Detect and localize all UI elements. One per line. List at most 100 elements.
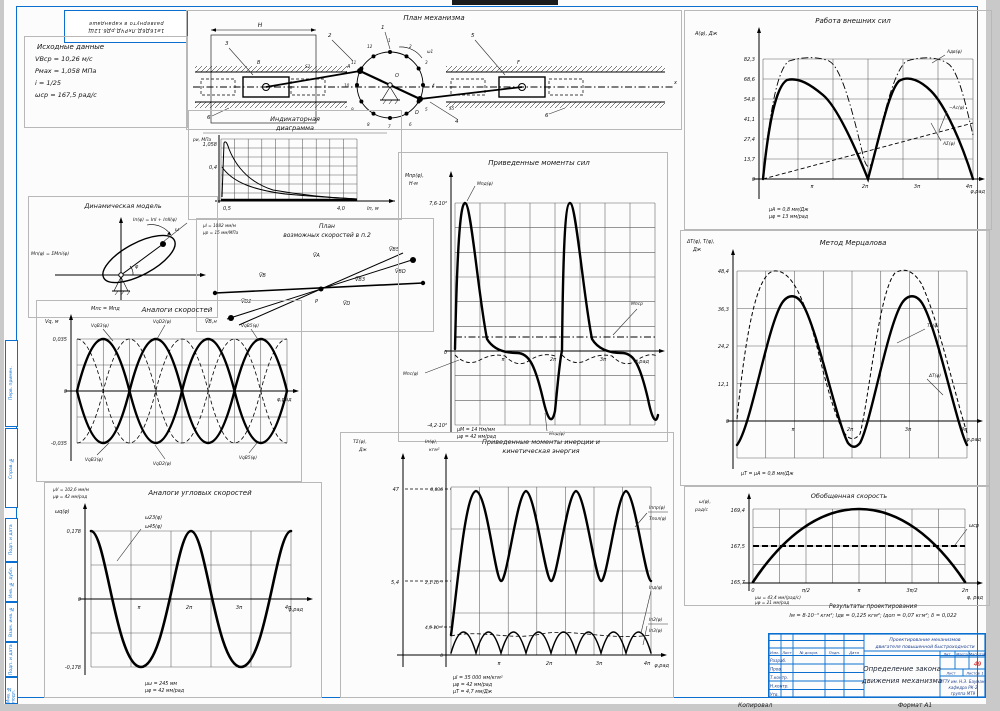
- header-cell: Лист: [781, 650, 792, 655]
- y-tick: 0: [752, 177, 755, 183]
- x-tick: 4π: [961, 427, 968, 433]
- curve-label: Mпср: [631, 301, 643, 307]
- velocity-analogs-chart: Аналоги скоростей Vq, м 0,035 0 -0,035 φ…: [45, 306, 299, 467]
- curve-Id: [450, 631, 652, 638]
- left-stamp-podp-data-2: Подп. и дата: [5, 642, 18, 677]
- pole-label: P: [315, 299, 318, 305]
- curve-label: VqB3(φ): [85, 457, 103, 463]
- chart-title: Обобщенная скорость: [811, 492, 888, 500]
- curve-VqB5: [75, 338, 289, 444]
- external-work-panel: Работа внешних сил A(φ), Дж 82,3 68,6 54…: [684, 10, 992, 230]
- mechanism-plan-drawing: План механизма x H: [193, 14, 677, 129]
- curve-label: −Aс(φ): [949, 105, 965, 111]
- scale-note: μφ = 42 мм/рад: [452, 682, 493, 688]
- row-label: Т.контр.: [770, 675, 788, 680]
- row-label: Н.контр.: [770, 684, 789, 689]
- y-tick: -4,2·10²: [427, 423, 447, 429]
- curve-label: Iппр(φ): [649, 505, 665, 511]
- rotor-ellipse: [102, 234, 176, 284]
- crank-position-numbers: 1 2 3 4 5 6 7 8 9 10 11 12: [344, 38, 435, 129]
- y-axis-label-inner: Iп(φ),: [425, 439, 437, 445]
- row-label: Разраб.: [770, 658, 786, 663]
- x-tick: 2π: [550, 357, 557, 363]
- y-tick-left: 5,4: [391, 580, 399, 586]
- indicator-title-line1: Индикаторная: [270, 115, 320, 123]
- link-3-label: 3: [225, 41, 229, 47]
- velocity-plan-title-line1: План: [319, 223, 335, 230]
- scale-note: μφ = 42 мм/рад: [52, 494, 87, 499]
- curve-label: VqB5(φ): [241, 323, 259, 329]
- scale-note: μV = 102,6 мм/м: [52, 487, 89, 492]
- mertsalov-method-panel: Метод Мерцалова ΔT(φ), T(φ), Дж 48,4 36,…: [680, 230, 990, 486]
- grid: [762, 58, 974, 179]
- initial-data-panel: Исходные данные VBср = 10,26 м/с Pмах = …: [24, 36, 188, 128]
- x-tick: π: [857, 588, 861, 594]
- position-number: 10: [344, 83, 350, 88]
- header-cell: Изм.: [770, 650, 779, 655]
- indicator-title-line2: диаграмма: [275, 124, 314, 132]
- y-tick: 68,6: [744, 77, 755, 83]
- position-number: 6: [409, 122, 412, 127]
- generalized-speed-panel: Обобщенная скорость ω(φ), рад/с 169,4 16…: [684, 486, 990, 606]
- position-number: 4: [432, 83, 435, 88]
- y-axis-label: Дж: [692, 247, 702, 253]
- grid: [450, 486, 652, 656]
- curve-label: VqD2(φ): [153, 319, 172, 325]
- scale-note: μA = 0,8 мм/Дж: [768, 207, 809, 213]
- corner-stamp-line1: 1и16Д6Д.ЛкРЧД.рД6.12Щ: [87, 27, 165, 33]
- vector-label-VBD: V̅BD: [395, 268, 406, 275]
- y-tick: 0: [78, 597, 81, 603]
- velocity-analogs-panel: Аналоги скоростей Vq, м 0,035 0 -0,035 φ…: [36, 300, 302, 482]
- scale-label: Масштаб: [969, 653, 986, 657]
- format-label: Формат A1: [898, 702, 933, 709]
- left-stamp-vzam-inv: Взам. инв. №: [5, 602, 18, 642]
- y-tick: 0: [64, 389, 67, 395]
- y-tick: 165,7: [731, 580, 746, 586]
- y-axis-label: Vq, м: [45, 319, 59, 325]
- x-tick: π: [137, 605, 141, 611]
- curve-label: ωср: [969, 523, 979, 529]
- curve-label: Mпд(φ): [477, 181, 493, 187]
- y-tick: 169,4: [731, 508, 745, 514]
- dynamic-model-title: Динамическая модель: [83, 202, 161, 210]
- x-tick: 2π: [962, 588, 969, 594]
- connecting-rod-5: [419, 86, 523, 100]
- y-axis-label-left: Дж: [358, 447, 368, 453]
- curve-label: Tпол(φ): [649, 516, 667, 522]
- design-results-title: Результаты проектирования: [829, 604, 917, 610]
- grid: [736, 270, 968, 459]
- curve-VqD2: [76, 338, 288, 444]
- x-tick: 4,0: [337, 206, 345, 212]
- y-tick: 27,4: [744, 137, 755, 143]
- x-tick: π: [791, 427, 795, 433]
- x-axis-label: φ, рад: [967, 595, 984, 601]
- curve-Mc: [454, 354, 658, 365]
- x-tick: 4π: [644, 661, 651, 667]
- mechanism-title: План механизма: [403, 14, 464, 22]
- x-axis-label: φ,рад: [966, 437, 981, 443]
- sheets-label: Листов: [965, 672, 979, 676]
- x-tick: 2π: [862, 184, 869, 190]
- y-tick: 24,2: [718, 344, 729, 350]
- omega-label: ω: [175, 227, 179, 233]
- sheets-value: 1: [981, 672, 983, 676]
- position-number: 12: [367, 44, 373, 49]
- phi-label: φ: [135, 264, 139, 270]
- pivot-support: [112, 272, 131, 296]
- chart-title: Аналоги угловых скоростей: [147, 489, 252, 497]
- x-tick: 0: [751, 588, 754, 594]
- chart-title: Приведенные моменты сил: [488, 159, 590, 167]
- organization-line2: кафедра РК-2: [948, 685, 977, 690]
- y-tick: 0: [444, 350, 447, 356]
- y-tick-inner: 2,1·10⁻³: [425, 580, 443, 586]
- link-6-label: 6: [207, 115, 211, 121]
- corner-stamp-line2: развернуто в карандаше: [88, 20, 164, 27]
- curve-label: Mпс(φ): [403, 371, 419, 377]
- omega1-label: ω1: [427, 49, 434, 54]
- initial-data-title: Исходные данные: [37, 43, 105, 51]
- curve-label: Iп2(φ): [649, 617, 663, 623]
- point-A-label: А: [346, 64, 351, 70]
- x-axis-label: x: [673, 80, 677, 86]
- y-axis-label: ω(φ),: [699, 499, 711, 505]
- x-tick: π/2: [802, 588, 810, 594]
